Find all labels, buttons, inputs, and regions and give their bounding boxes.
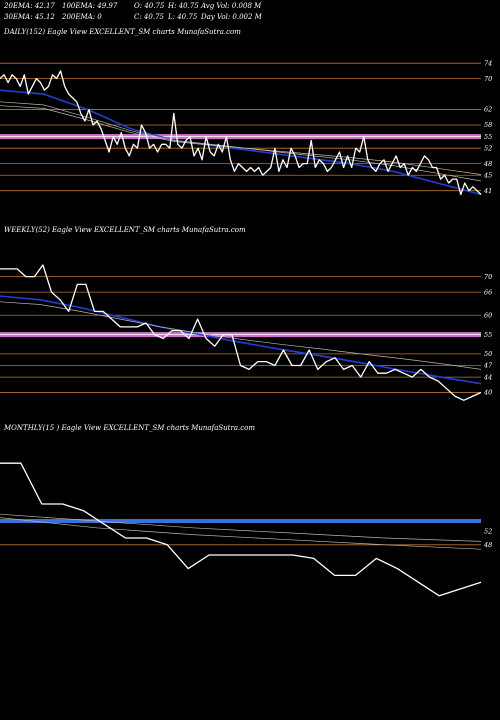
y-tick-label: 44	[483, 373, 492, 381]
blue-band	[0, 519, 481, 523]
ema_slow-line	[0, 101, 482, 182]
y-tick-label: 48	[483, 541, 492, 549]
y-tick-label: 41	[483, 187, 492, 195]
y-tick-label: 55	[484, 133, 492, 141]
y-tick-label: 50	[484, 350, 492, 358]
header-close: C: 40.75	[134, 13, 164, 21]
ema_slow-line	[0, 301, 482, 370]
y-tick-label: 52	[484, 144, 492, 152]
y-tick-label: 70	[484, 273, 492, 281]
ema_fast-line	[0, 89, 482, 196]
y-tick-label: 74	[484, 59, 492, 67]
header-ema20: 20EMA: 42.17	[4, 2, 55, 10]
y-tick-label: 45	[483, 171, 492, 179]
y-tick-label: 58	[484, 121, 492, 129]
y-tick-label: 52	[484, 527, 492, 535]
header-open: O: 40.75	[134, 2, 165, 10]
y-tick-label: 60	[484, 311, 492, 319]
y-tick-label: 47	[483, 362, 493, 370]
y-tick-label: 66	[484, 288, 492, 296]
y-tick-label: 40	[483, 389, 492, 397]
ema_slow-line	[0, 513, 482, 542]
daily-panel-title: DAILY(152) Eagle View EXCELLENT_SM chart…	[4, 28, 241, 36]
header-ema200: 200EMA: 0	[62, 13, 102, 21]
price-line	[0, 462, 482, 597]
y-tick-label: 55	[484, 331, 492, 339]
header-ema30: 30EMA: 45.12	[4, 13, 55, 21]
ema_slow-line	[0, 517, 482, 550]
y-tick-label: 62	[484, 106, 492, 114]
header-ema100: 100EMA: 49.97	[62, 2, 118, 10]
y-tick-label: 48	[483, 160, 492, 168]
ema_fast-line	[0, 295, 482, 385]
y-tick-label: 70	[484, 75, 492, 83]
monthly-panel-title: MONTHLY(15 ) Eagle View EXCELLENT_SM cha…	[4, 424, 256, 432]
weekly-panel-title: WEEKLY(52) Eagle View EXCELLENT_SM chart…	[4, 226, 246, 234]
header-avg-vol: Avg Vol: 0.008 M	[201, 2, 262, 10]
header-low: L: 40.75	[168, 13, 198, 21]
ema_slow-line	[0, 105, 482, 175]
header-day-vol: Day Vol: 0.002 M	[201, 13, 262, 21]
price-line	[0, 70, 482, 196]
header-high: H: 40.75	[168, 2, 199, 10]
price-line	[0, 264, 482, 401]
